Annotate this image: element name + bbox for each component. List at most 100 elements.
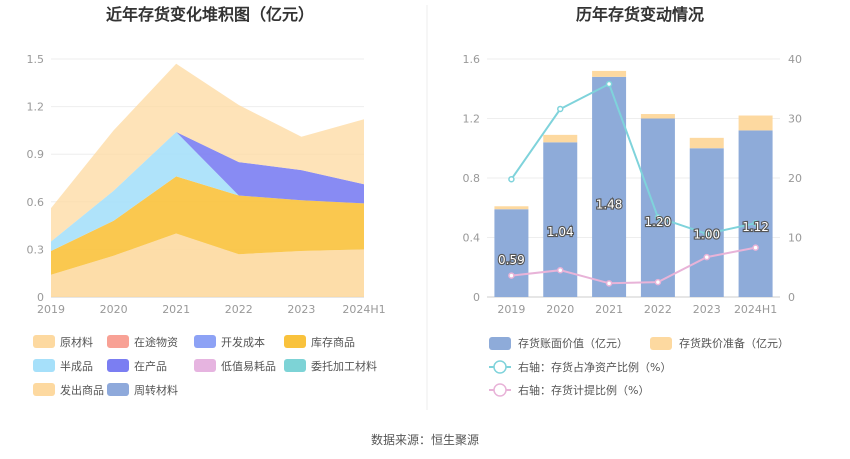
bar-book-value bbox=[738, 130, 773, 297]
left-chart-title: 近年存货变化堆积图（亿元） bbox=[106, 5, 314, 24]
left-y-tick-label: 0.9 bbox=[27, 148, 45, 161]
legend-swatch-book-value bbox=[489, 337, 511, 350]
line-point-3 bbox=[508, 272, 515, 279]
legend-swatch-impairment bbox=[650, 337, 672, 350]
bar-impairment-reserve bbox=[738, 115, 773, 131]
legend-swatch-6 bbox=[194, 359, 216, 372]
line-point-2 bbox=[557, 105, 564, 113]
right-chart-title: 历年存货变动情况 bbox=[576, 5, 704, 24]
line-series-3 bbox=[511, 246, 756, 285]
right-y2-tick-label: 30 bbox=[788, 113, 802, 126]
legend-label-8: 发出商品 bbox=[60, 383, 104, 397]
right-y-tick-label: 0 bbox=[473, 291, 480, 304]
legend-swatch-2 bbox=[194, 335, 216, 348]
right-y-tick-label: 0.8 bbox=[463, 172, 481, 185]
bar-value-label: 0.59 bbox=[498, 253, 525, 267]
left-y-tick-label: 1.2 bbox=[27, 101, 45, 114]
legend-label-book-value: 存货账面价值（亿元） bbox=[518, 336, 628, 350]
legend-label-9: 周转材料 bbox=[134, 383, 178, 397]
right-x-tick-label: 2020 bbox=[546, 303, 574, 316]
left-x-axis: 2019 2020 2021 2022 2023 2024H1 bbox=[37, 303, 386, 316]
bar-impairment-reserve bbox=[494, 206, 529, 210]
area-series-5 bbox=[51, 132, 364, 242]
right-y2-tick-label: 10 bbox=[788, 232, 802, 245]
legend-label-2: 右轴：存货占净资产比例（%） bbox=[518, 360, 671, 374]
right-x-tick-label: 2024H1 bbox=[734, 303, 777, 316]
bar-impairment-reserve bbox=[592, 70, 627, 77]
legend-label-5: 在产品 bbox=[134, 359, 167, 373]
legend-swatch-8 bbox=[33, 383, 55, 396]
right-y-tick-label: 0.4 bbox=[463, 232, 481, 245]
left-area-series bbox=[51, 63, 364, 297]
area-series-3 bbox=[51, 176, 364, 275]
right-x-tick-label: 2023 bbox=[693, 303, 721, 316]
left-y-tick-label: 0.6 bbox=[27, 196, 45, 209]
line-point-2 bbox=[508, 175, 515, 183]
line-point-3 bbox=[654, 278, 662, 286]
right-x-axis: 2019 2020 2021 2022 2023 2024H1 bbox=[497, 303, 777, 316]
left-x-tick-label: 2021 bbox=[162, 303, 190, 316]
right-data-labels: 0.59 1.04 1.48 1.20 1.00 1.12 bbox=[497, 196, 770, 268]
right-x-tick-label: 2021 bbox=[595, 303, 623, 316]
legend-swatch-1 bbox=[107, 335, 129, 348]
right-grid bbox=[487, 58, 780, 298]
right-legend: 存货账面价值（亿元） 存货跌价准备（亿元） 右轴：存货占净资产比例（%） 右轴：存货计… bbox=[489, 336, 789, 397]
legend-label-impairment: 存货跌价准备（亿元） bbox=[679, 336, 789, 350]
bar-impairment-reserve bbox=[689, 137, 724, 149]
data-source: 数据来源：恒生聚源 bbox=[371, 432, 479, 447]
bar-value-label: 1.20 bbox=[645, 215, 672, 229]
legend-swatch-5 bbox=[107, 359, 129, 372]
right-y2-axis: 0 10 20 30 40 bbox=[788, 53, 802, 304]
legend-swatch-9 bbox=[107, 383, 129, 396]
left-x-tick-label: 2019 bbox=[37, 303, 65, 316]
bar-impairment-reserve bbox=[543, 134, 578, 143]
left-x-tick-label: 2024H1 bbox=[342, 303, 385, 316]
legend-label-0: 原材料 bbox=[60, 335, 93, 349]
line-point-3 bbox=[703, 253, 710, 261]
line-point-2 bbox=[752, 219, 759, 227]
right-y-axis: 0 0.4 0.8 1.2 1.6 bbox=[463, 53, 481, 304]
legend-label-2: 开发成本 bbox=[221, 335, 265, 349]
legend-marker-3 bbox=[493, 383, 507, 397]
line-point-3 bbox=[557, 266, 564, 274]
right-y-tick-label: 1.6 bbox=[463, 53, 481, 66]
left-x-tick-label: 2022 bbox=[225, 303, 253, 316]
left-y-tick-label: 0 bbox=[37, 291, 44, 304]
bar-value-label: 1.00 bbox=[693, 228, 720, 242]
bar-book-value bbox=[640, 118, 675, 297]
right-y-tick-label: 1.2 bbox=[463, 113, 481, 126]
left-y-tick-label: 0.3 bbox=[27, 243, 45, 256]
line-point-2 bbox=[605, 80, 613, 88]
legend-swatch-7 bbox=[284, 359, 306, 372]
line-point-2 bbox=[654, 214, 662, 221]
right-y2-tick-label: 0 bbox=[788, 291, 795, 304]
legend-label-1: 在途物资 bbox=[134, 335, 178, 349]
bar-book-value bbox=[494, 209, 529, 297]
legend-label-6: 低值易耗品 bbox=[221, 360, 276, 373]
line-series-2 bbox=[510, 82, 756, 235]
area-series-8 bbox=[51, 63, 364, 242]
legend-label-3: 右轴：存货计提比例（%） bbox=[518, 383, 649, 397]
legend-label-7: 委托加工材料 bbox=[311, 359, 377, 373]
legend-swatch-0 bbox=[33, 335, 55, 348]
bar-book-value bbox=[689, 148, 724, 297]
bar-book-value bbox=[592, 76, 627, 297]
legend-swatch-3 bbox=[284, 335, 306, 348]
bar-impairment-reserve bbox=[640, 114, 675, 119]
left-y-tick-label: 1.5 bbox=[27, 53, 45, 66]
right-x-tick-label: 2019 bbox=[497, 303, 525, 316]
legend-marker-2 bbox=[493, 360, 507, 374]
legend-swatch-4 bbox=[33, 359, 55, 372]
bar-value-label: 1.12 bbox=[742, 220, 769, 234]
legend-label-4: 半成品 bbox=[60, 359, 93, 373]
area-series-0 bbox=[51, 233, 364, 297]
left-x-tick-label: 2023 bbox=[287, 303, 315, 316]
left-y-axis: 0 0.3 0.6 0.9 1.2 1.5 bbox=[27, 53, 45, 304]
line-point-3 bbox=[752, 244, 759, 251]
line-point-3 bbox=[605, 280, 613, 287]
right-y2-tick-label: 20 bbox=[788, 172, 802, 185]
bar-value-label: 1.04 bbox=[547, 225, 574, 239]
right-bar-series bbox=[494, 70, 773, 297]
